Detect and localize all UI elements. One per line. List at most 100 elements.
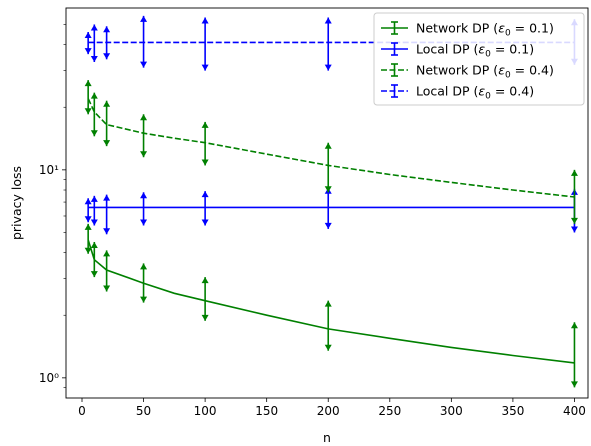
x-tick-label: 250 bbox=[378, 404, 401, 418]
series-group bbox=[84, 187, 578, 235]
y-axis-label: privacy loss bbox=[9, 166, 24, 240]
error-cap-lower bbox=[570, 226, 578, 233]
legend-entry: Network DP (ε0 = 0.1) bbox=[381, 21, 554, 39]
error-cap-lower bbox=[570, 217, 578, 224]
error-cap-lower bbox=[84, 48, 92, 55]
legend-label-part: = 0.4) bbox=[511, 63, 554, 78]
series-group bbox=[84, 223, 578, 388]
x-axis-label: n bbox=[323, 430, 331, 445]
error-cap-upper bbox=[140, 263, 148, 270]
error-cap-upper bbox=[84, 198, 92, 205]
legend-label-part: = 0.1) bbox=[491, 42, 534, 57]
error-cap-upper bbox=[84, 80, 92, 87]
legend-label-part: ε bbox=[478, 84, 485, 99]
error-cap-upper bbox=[201, 277, 209, 284]
legend-label-part: = 0.4) bbox=[491, 84, 534, 99]
legend-label-part: = 0.1) bbox=[511, 21, 554, 36]
plot-frame bbox=[65, 7, 589, 399]
legend-label-part: Network DP ( bbox=[416, 21, 498, 36]
legend-box bbox=[373, 12, 585, 106]
series-line bbox=[87, 239, 575, 364]
legend-label: Local DP (ε0 = 0.1) bbox=[416, 42, 534, 60]
legend-label-part: ε bbox=[498, 21, 505, 36]
legend-label-part: 0 bbox=[485, 50, 491, 60]
legend-label: Network DP (ε0 = 0.1) bbox=[416, 21, 554, 39]
error-cap-upper bbox=[201, 191, 209, 198]
error-cap-lower bbox=[324, 222, 332, 229]
x-tick-label: 300 bbox=[440, 404, 463, 418]
legend-label-part: Local DP ( bbox=[416, 42, 478, 57]
legend-label-part: 0 bbox=[505, 71, 511, 81]
legend: Network DP (ε0 = 0.1)Local DP (ε0 = 0.1)… bbox=[373, 12, 585, 106]
legend-label-part: 0 bbox=[505, 29, 511, 39]
legend-label: Local DP (ε0 = 0.4) bbox=[416, 84, 534, 102]
error-cap-upper bbox=[201, 17, 209, 24]
error-cap-lower bbox=[90, 56, 98, 63]
error-cap-upper bbox=[103, 250, 111, 257]
x-tick-label: 50 bbox=[136, 404, 151, 418]
error-cap-lower bbox=[103, 140, 111, 147]
error-cap-upper bbox=[140, 15, 148, 22]
error-cap-lower bbox=[84, 108, 92, 115]
error-cap-upper bbox=[84, 223, 92, 230]
ticks-layer: 0 50 100 150 200 250 300 350 400 10⁰ 10¹ bbox=[39, 24, 586, 418]
x-tick-label: 200 bbox=[317, 404, 340, 418]
legend-label-part: ε bbox=[478, 42, 485, 57]
series-group bbox=[84, 80, 578, 224]
error-cap-lower bbox=[84, 247, 92, 254]
x-tick-label: 350 bbox=[501, 404, 524, 418]
x-tick-label: 100 bbox=[194, 404, 217, 418]
error-cap-lower bbox=[201, 159, 209, 166]
error-cap-upper bbox=[84, 32, 92, 39]
error-cap-lower bbox=[324, 64, 332, 71]
series-layer bbox=[84, 15, 578, 388]
error-cap-upper bbox=[140, 192, 148, 199]
error-cap-lower bbox=[140, 219, 148, 226]
error-cap-upper bbox=[324, 300, 332, 307]
legend-label-part: Local DP ( bbox=[416, 84, 478, 99]
y-tick-label: 10⁰ bbox=[39, 371, 59, 385]
error-cap-lower bbox=[103, 285, 111, 292]
legend-entry: Local DP (ε0 = 0.4) bbox=[381, 84, 534, 102]
legend-label-part: Network DP ( bbox=[416, 63, 498, 78]
series-line bbox=[87, 98, 575, 198]
error-cap-lower bbox=[140, 61, 148, 68]
legend-label-part: ε bbox=[498, 63, 505, 78]
error-cap-upper bbox=[90, 24, 98, 31]
error-cap-lower bbox=[324, 344, 332, 351]
error-cap-lower bbox=[201, 64, 209, 71]
error-cap-lower bbox=[140, 151, 148, 158]
error-cap-upper bbox=[103, 194, 111, 201]
error-cap-lower bbox=[140, 296, 148, 303]
error-cap-lower bbox=[90, 219, 98, 226]
y-tick-label: 10¹ bbox=[39, 163, 59, 177]
error-cap-lower bbox=[103, 228, 111, 235]
error-cap-upper bbox=[324, 142, 332, 149]
error-cap-lower bbox=[103, 53, 111, 60]
error-cap-lower bbox=[90, 271, 98, 278]
error-cap-upper bbox=[570, 322, 578, 329]
x-tick-label: 150 bbox=[255, 404, 278, 418]
error-cap-lower bbox=[201, 314, 209, 321]
error-cap-lower bbox=[201, 219, 209, 226]
error-cap-upper bbox=[90, 241, 98, 248]
error-cap-upper bbox=[103, 100, 111, 107]
legend-entry: Network DP (ε0 = 0.4) bbox=[381, 63, 554, 81]
error-cap-lower bbox=[84, 216, 92, 223]
error-cap-upper bbox=[140, 114, 148, 121]
legend-entry: Local DP (ε0 = 0.1) bbox=[381, 42, 534, 60]
error-cap-lower bbox=[90, 130, 98, 137]
error-cap-upper bbox=[90, 195, 98, 202]
error-cap-lower bbox=[324, 186, 332, 193]
legend-label: Network DP (ε0 = 0.4) bbox=[416, 63, 554, 81]
error-cap-upper bbox=[324, 17, 332, 24]
error-cap-upper bbox=[103, 26, 111, 33]
x-tick-label: 400 bbox=[563, 404, 586, 418]
error-cap-upper bbox=[570, 169, 578, 176]
error-cap-upper bbox=[90, 92, 98, 99]
error-cap-lower bbox=[570, 381, 578, 388]
legend-label-part: 0 bbox=[485, 92, 491, 102]
x-tick-label: 0 bbox=[78, 404, 86, 418]
error-cap-upper bbox=[201, 121, 209, 128]
